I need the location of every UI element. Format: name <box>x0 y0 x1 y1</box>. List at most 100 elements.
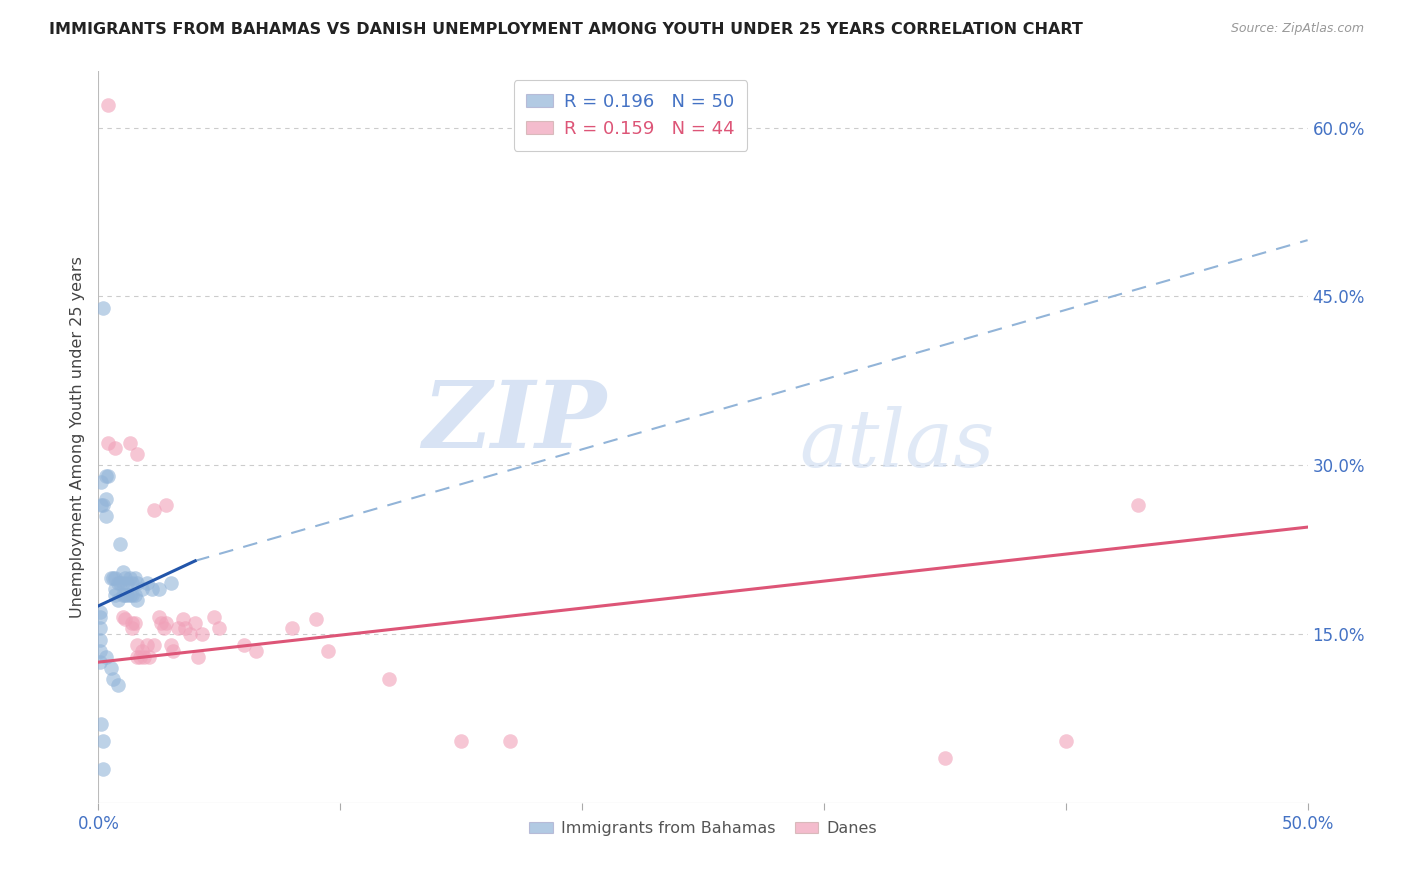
Point <box>141 582 163 596</box>
Point <box>1054 734 1077 748</box>
Point <box>89 632 111 647</box>
Point <box>135 576 157 591</box>
Point <box>114 571 136 585</box>
Point <box>450 734 472 748</box>
Point <box>316 644 339 658</box>
Point <box>131 582 153 596</box>
Point <box>155 498 177 512</box>
Point <box>127 576 149 591</box>
Point <box>245 644 267 658</box>
Point <box>179 627 201 641</box>
Point <box>108 576 131 591</box>
Point <box>101 571 124 585</box>
Point <box>160 638 183 652</box>
Point <box>1128 498 1150 512</box>
Point <box>104 582 127 596</box>
Point <box>118 435 141 450</box>
Point <box>89 610 111 624</box>
Point <box>114 612 136 626</box>
Point <box>97 469 120 483</box>
Point <box>305 612 328 626</box>
Point <box>89 655 111 669</box>
Point <box>121 615 143 630</box>
Point <box>107 678 129 692</box>
Point <box>104 588 127 602</box>
Point <box>118 571 141 585</box>
Text: IMMIGRANTS FROM BAHAMAS VS DANISH UNEMPLOYMENT AMONG YOUTH UNDER 25 YEARS CORREL: IMMIGRANTS FROM BAHAMAS VS DANISH UNEMPL… <box>49 22 1083 37</box>
Point <box>108 537 131 551</box>
Point <box>172 612 194 626</box>
Point <box>167 621 190 635</box>
Point <box>281 621 304 635</box>
Point <box>118 588 141 602</box>
Point <box>143 503 166 517</box>
Point <box>90 717 112 731</box>
Y-axis label: Unemployment Among Youth under 25 years: Unemployment Among Youth under 25 years <box>70 256 86 618</box>
Point <box>89 644 111 658</box>
Point <box>148 582 170 596</box>
Point <box>187 649 209 664</box>
Point <box>94 649 117 664</box>
Point <box>160 576 183 591</box>
Point <box>94 491 117 506</box>
Point <box>111 588 134 602</box>
Legend: Immigrants from Bahamas, Danes: Immigrants from Bahamas, Danes <box>523 814 883 842</box>
Point <box>124 571 146 585</box>
Text: atlas: atlas <box>800 406 995 483</box>
Point <box>91 498 114 512</box>
Point <box>101 672 124 686</box>
Point <box>934 751 956 765</box>
Point <box>89 605 111 619</box>
Point <box>204 610 226 624</box>
Point <box>91 734 114 748</box>
Point <box>117 576 139 591</box>
Point <box>97 435 120 450</box>
Point <box>124 615 146 630</box>
Point <box>128 649 150 664</box>
Point <box>104 442 127 456</box>
Point <box>162 644 184 658</box>
Text: ZIP: ZIP <box>422 377 606 467</box>
Point <box>111 610 134 624</box>
Point <box>138 649 160 664</box>
Point <box>498 734 520 748</box>
Point <box>111 565 134 579</box>
Point <box>152 621 174 635</box>
Point <box>100 661 122 675</box>
Point <box>107 593 129 607</box>
Point <box>121 576 143 591</box>
Point <box>143 638 166 652</box>
Point <box>232 638 254 652</box>
Point <box>121 588 143 602</box>
Point <box>174 621 197 635</box>
Point <box>377 672 399 686</box>
Point <box>94 469 117 483</box>
Point <box>100 571 122 585</box>
Point <box>91 762 114 776</box>
Point <box>127 447 149 461</box>
Point <box>90 498 112 512</box>
Point <box>191 627 214 641</box>
Point <box>89 621 111 635</box>
Point <box>208 621 231 635</box>
Point <box>90 475 112 489</box>
Point <box>117 588 139 602</box>
Point <box>134 649 156 664</box>
Point <box>127 649 149 664</box>
Point <box>104 571 127 585</box>
Point <box>148 610 170 624</box>
Point <box>124 588 146 602</box>
Point <box>135 638 157 652</box>
Point <box>131 644 153 658</box>
Point <box>94 508 117 523</box>
Point <box>127 593 149 607</box>
Point <box>111 576 134 591</box>
Point <box>155 615 177 630</box>
Point <box>184 615 207 630</box>
Point <box>97 98 120 112</box>
Point <box>121 621 143 635</box>
Point <box>107 576 129 591</box>
Point <box>114 588 136 602</box>
Point <box>127 638 149 652</box>
Text: Source: ZipAtlas.com: Source: ZipAtlas.com <box>1230 22 1364 36</box>
